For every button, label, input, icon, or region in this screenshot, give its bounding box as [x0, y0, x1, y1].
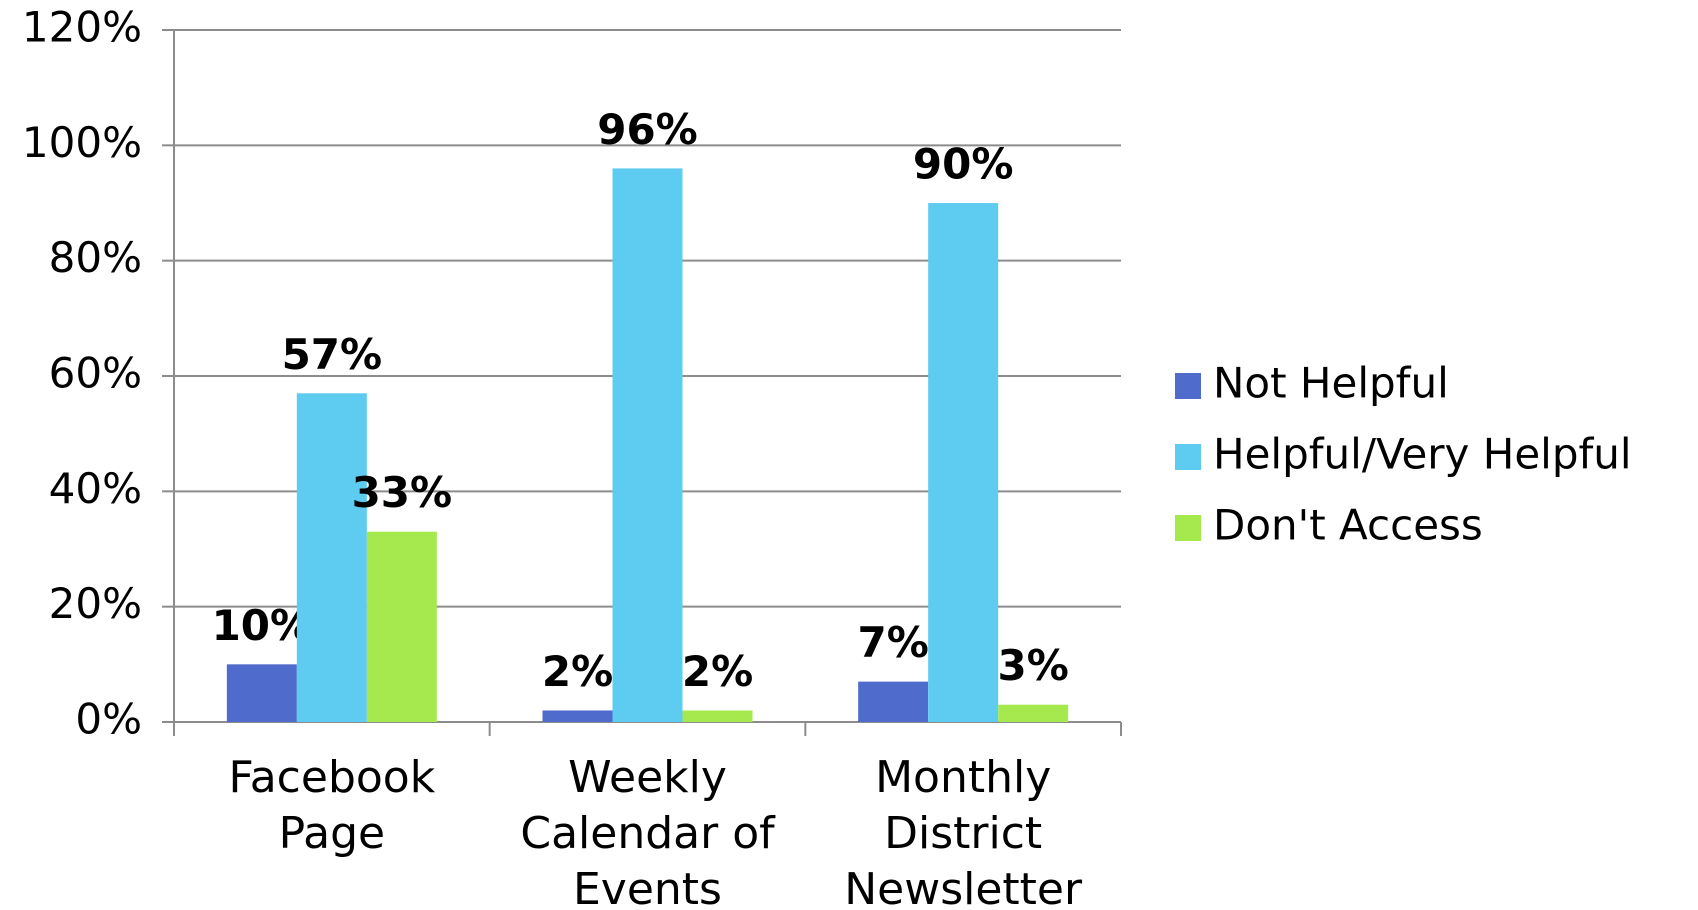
bar	[682, 710, 753, 722]
legend-label: Don't Access	[1213, 501, 1483, 550]
data-label: 57%	[282, 330, 383, 379]
y-tick-label: 60%	[49, 349, 142, 398]
legend-swatch	[1175, 444, 1201, 470]
x-tick-label: Weekly Calendar of Events	[520, 752, 776, 910]
data-label: 10%	[212, 601, 313, 650]
y-tick-label: 0%	[75, 695, 142, 744]
x-tick-label-line: Monthly	[875, 752, 1051, 803]
bar	[542, 710, 613, 722]
bar	[296, 393, 367, 722]
data-label: 33%	[352, 468, 453, 517]
legend-swatch	[1175, 515, 1201, 541]
x-tick-label: Facebook Page	[228, 752, 435, 859]
x-tick-label-line: District	[884, 808, 1042, 859]
bar	[998, 704, 1069, 722]
y-tick-label: 40%	[49, 464, 142, 513]
data-label: 96%	[597, 105, 698, 154]
legend-label: Not Helpful	[1213, 359, 1449, 408]
data-label: 7%	[858, 618, 929, 667]
x-tick-label-line: Newsletter	[844, 864, 1083, 910]
legend-label: Helpful/Very Helpful	[1213, 430, 1632, 479]
bar	[366, 531, 437, 722]
y-tick-label: 100%	[22, 118, 142, 167]
data-label: 3%	[998, 641, 1069, 690]
bar	[612, 168, 683, 722]
data-label: 90%	[913, 140, 1014, 189]
x-tick-label-line: Page	[279, 808, 386, 859]
data-label: 2%	[542, 647, 613, 696]
x-tick-label-line: Calendar of	[520, 808, 776, 859]
bar	[928, 203, 999, 722]
y-tick-label: 20%	[49, 579, 142, 628]
bar	[226, 664, 297, 722]
x-tick-label-line: Weekly	[568, 752, 727, 803]
y-tick-label: 80%	[49, 233, 142, 282]
x-tick-label-line: Events	[573, 864, 722, 910]
data-label: 2%	[682, 647, 753, 696]
legend-swatch	[1175, 373, 1201, 399]
x-tick-label: Monthly District Newsletter	[844, 752, 1083, 910]
y-tick-label: 120%	[22, 3, 142, 52]
bar	[858, 681, 929, 722]
x-tick-label-line: Facebook	[228, 752, 435, 803]
